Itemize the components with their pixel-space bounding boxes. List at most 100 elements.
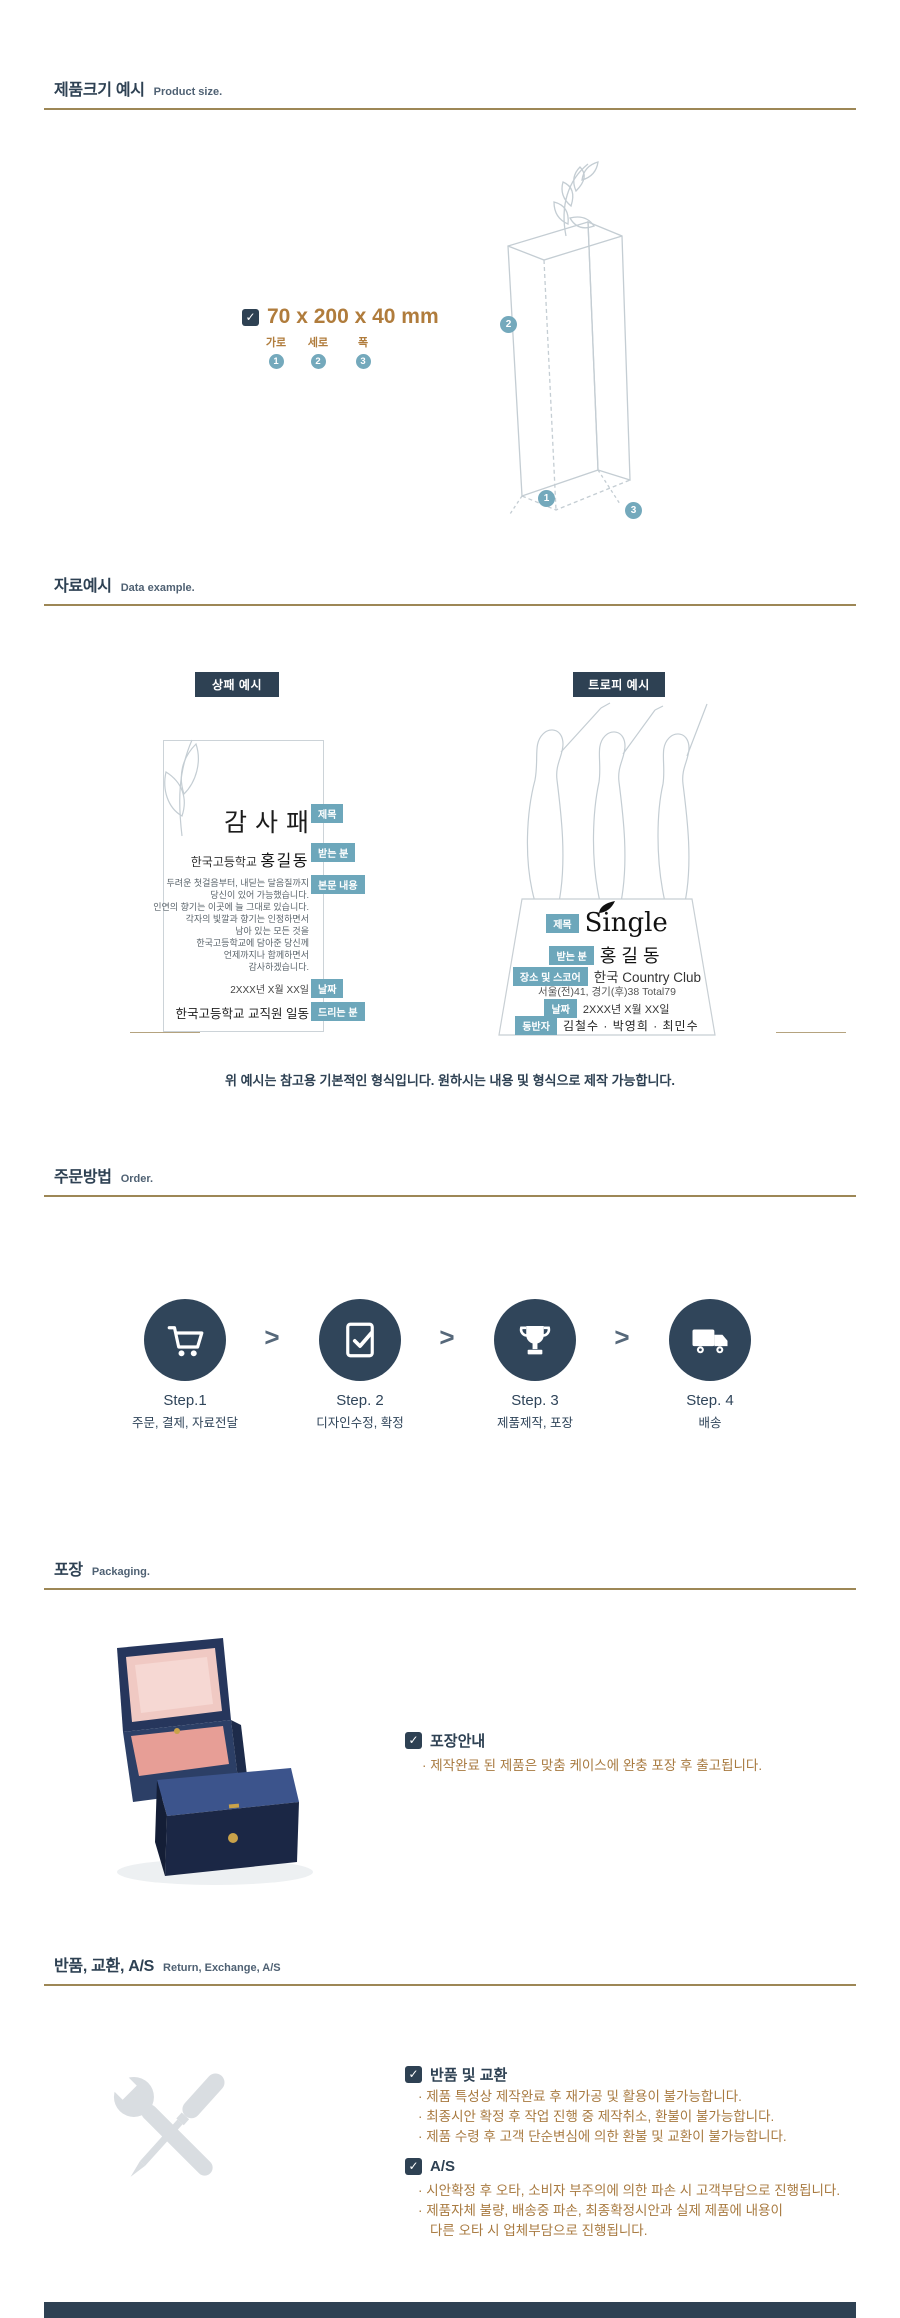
section-subtitle-packaging: Packaging.: [91, 1566, 150, 1578]
section-subtitle-as: Return, Exchange, A/S: [163, 1962, 281, 1974]
dim-label-depth: 폭: [357, 337, 369, 349]
section-header-packaging: 포장 Packaging.: [44, 1556, 856, 1590]
trophy-row-date: 날짜 2XXX년 X월 XX일: [498, 999, 716, 1018]
order-step-3: Step. 3 제품제작, 포장: [475, 1299, 595, 1431]
size-dimension-value: 70 x 200 x 40 mm: [267, 305, 439, 328]
step-desc: 배송: [698, 1416, 722, 1430]
plaque-body-line: 두려운 첫걸음부터, 내딛는 달음질까지: [166, 878, 309, 888]
as-line: · 시안확정 후 오타, 소비자 부주의에 의한 파손 시 고객부담으로 진행됩…: [418, 2183, 841, 2198]
packaging-info-header: ✓ 포장안내: [405, 1730, 485, 1751]
dim-number-height: 2: [310, 354, 326, 369]
trophy-row-recipient: 받는 분 홍길동: [498, 942, 716, 968]
plaque-recipient: 한국고등학교 홍길동: [191, 847, 309, 871]
packaging-info-title: 포장안내: [430, 1733, 486, 1750]
trophy-score: 서울(전)41, 경기(후)38 Total79: [538, 986, 676, 998]
return-header: ✓ 반품 및 교환: [405, 2064, 507, 2085]
dim-number-depth: 3: [355, 354, 371, 369]
diagram-marker-height: 2: [500, 316, 517, 333]
trophy-row-place: 장소 및 스코어 한국 Country Club: [498, 966, 716, 986]
dim-label-height: 세로: [307, 337, 329, 349]
cart-icon: [144, 1299, 226, 1381]
plaque-body: 두려운 첫걸음부터, 내딛는 달음질까지 당신이 있어 가능했습니다. 인연의 …: [153, 877, 309, 973]
example-note: 위 예시는 참고용 기본적인 형식입니다. 원하시는 내용 및 형식으로 제작 …: [225, 1073, 675, 1088]
order-step-4: Step. 4 배송: [650, 1299, 770, 1431]
trophy-tag-companion: 동반자: [515, 1016, 557, 1035]
return-line: · 제품 특성상 제작완료 후 재가공 및 활용이 불가능합니다.: [418, 2089, 742, 2104]
section-title-packaging: 포장: [54, 1562, 83, 1579]
section-subtitle-order: Order.: [120, 1173, 154, 1185]
plaque-body-line: 당신이 있어 가능했습니다.: [210, 890, 309, 900]
trophy-date: 2XXX년 X월 XX일: [582, 1003, 670, 1016]
section-header-data: 자료예시 Data example.: [44, 572, 856, 606]
plaque-tag-title: 제목: [311, 804, 344, 823]
trophy-recipient: 홍길동: [599, 946, 665, 966]
plaque-tag-body: 본문 내용: [311, 875, 365, 894]
packaging-box-photo: [117, 1638, 313, 1885]
step-desc: 제품제작, 포장: [497, 1416, 573, 1430]
trophy-tag-recipient: 받는 분: [549, 945, 594, 965]
section-header-size: 제품크기 예시 Product size.: [44, 76, 856, 110]
plaque-body-line: 각자의 빛깔과 향기는 인정하면서: [185, 914, 309, 924]
plaque-recipient-org: 한국고등학교: [190, 855, 257, 869]
trophy-row-companions: 동반자 김철수 · 박영희 · 최민수: [498, 1016, 716, 1035]
section-header-order: 주문방법 Order.: [44, 1163, 856, 1197]
packaging-checkbox: ✓: [405, 1732, 422, 1749]
truck-icon: [669, 1299, 751, 1381]
plaque-body-line: 언제까지나 함께하면서: [223, 950, 309, 960]
section-header-as: 반품, 교환, A/S Return, Exchange, A/S: [44, 1952, 856, 1986]
trophy-title: Single: [585, 901, 668, 938]
plaque-tag-giver: 드리는 분: [311, 1002, 365, 1021]
plaque-leaf-icon: [164, 739, 199, 837]
plaque-recipient-name: 홍길동: [260, 853, 309, 870]
plaque-date: 2XXX년 X월 XX일: [230, 985, 309, 996]
dim-col-height: 세로 2: [296, 334, 340, 369]
divider-right: [776, 1032, 846, 1033]
trophy-icon: [494, 1299, 576, 1381]
trophy-base: 제목 Single 받는 분 홍길동 장소 및 스코어 한국 Country C…: [498, 898, 716, 1036]
size-checkbox[interactable]: ✓: [242, 309, 259, 326]
as-header: ✓ A/S: [405, 2158, 455, 2175]
packaging-info-line: · 제작완료 된 제품은 맞춤 케이스에 완충 포장 후 출고됩니다.: [422, 1758, 763, 1773]
plaque-body-line: 남아 있는 모든 것을: [235, 926, 309, 936]
trophy-golfers-drawing: [526, 702, 708, 903]
return-line: · 제품 수령 후 고객 단순변심에 의한 환불 및 교환이 불가능합니다.: [418, 2129, 787, 2144]
diagram-marker-depth: 3: [625, 502, 642, 519]
step-desc: 디자인수정, 확정: [316, 1416, 404, 1430]
single-leaf-icon: [598, 901, 615, 913]
plaque-body-line: 한국고등학교에 담아준 당신께: [196, 938, 309, 948]
as-title: A/S: [430, 2158, 456, 2175]
section-title-data: 자료예시: [54, 578, 112, 595]
plaque-body-line: 인연의 향기는 이곳에 늘 그대로 있습니다.: [153, 902, 309, 912]
order-step-2: Step. 2 디자인수정, 확정: [300, 1299, 420, 1431]
dim-col-width: 가로 1: [254, 334, 298, 369]
plaque-tag-date: 날짜: [311, 979, 344, 998]
return-title: 반품 및 교환: [430, 2067, 508, 2084]
step-desc: 주문, 결제, 자료전달: [132, 1416, 238, 1430]
divider-left: [130, 1032, 200, 1033]
dim-col-depth: 폭 3: [341, 334, 385, 369]
return-line: · 최종시안 확정 후 작업 진행 중 제작취소, 환불이 불가능합니다.: [418, 2109, 775, 2124]
trophy-row-score: 서울(전)41, 경기(후)38 Total79: [498, 984, 716, 999]
step-separator: >: [614, 1322, 630, 1352]
product-wireframe-diagram: [507, 161, 631, 515]
step-separator: >: [264, 1322, 280, 1352]
section-subtitle-size: Product size.: [153, 86, 223, 98]
plaque-body-line: 감사하겠습니다.: [248, 962, 309, 972]
step-label: Step. 2: [336, 1392, 384, 1409]
trophy-example-badge: 트로피 예시: [573, 672, 665, 697]
step-label: Step.1: [163, 1392, 207, 1409]
step-separator: >: [439, 1322, 455, 1352]
plaque-example-badge: 상패 예시: [195, 672, 279, 697]
section-subtitle-data: Data example.: [120, 582, 195, 594]
trophy-row-title: 제목 Single: [498, 901, 716, 938]
return-lines: · 제품 특성상 제작완료 후 재가공 및 활용이 불가능합니다. · 최종시안…: [418, 2087, 787, 2147]
dim-number-width: 1: [268, 354, 284, 369]
plaque-title: 감사패: [223, 809, 317, 837]
tools-icon: [107, 2070, 225, 2177]
as-line: 다른 오타 시 업체부담으로 진행됩니다.: [430, 2223, 648, 2238]
step-label: Step. 3: [511, 1392, 559, 1409]
trophy-tag-title: 제목: [546, 913, 579, 933]
trophy-tag-date: 날짜: [544, 999, 577, 1018]
trophy-place: 한국 Country Club: [593, 970, 702, 985]
